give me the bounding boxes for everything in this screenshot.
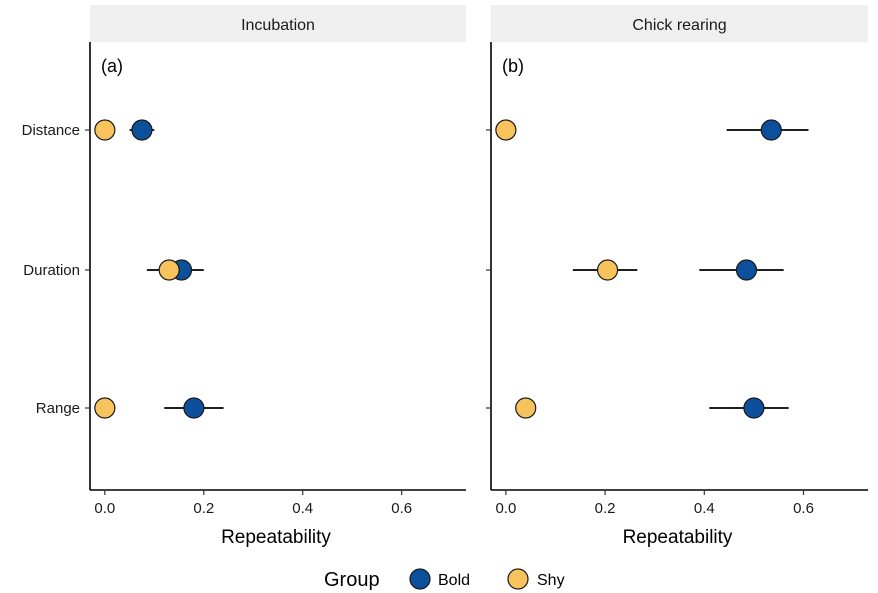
y-tick-label: Duration	[23, 262, 80, 279]
point-bold	[743, 397, 765, 419]
legend-label-bold: Bold	[438, 572, 470, 589]
legend-title: Group	[324, 569, 380, 591]
point-shy	[596, 259, 619, 281]
legend: Group Bold Shy	[324, 568, 565, 591]
point-bold	[760, 119, 782, 141]
x-tick-label: 0.4	[694, 500, 715, 517]
facet-strip-label: Chick rearing	[632, 17, 726, 34]
point-shy	[495, 119, 517, 141]
point-shy	[94, 397, 116, 419]
facet-strip	[90, 5, 466, 42]
facet-strip	[491, 5, 868, 42]
point-shy	[515, 397, 537, 419]
x-axis-title: Repeatability	[623, 527, 733, 548]
y-tick-label: Distance	[22, 122, 80, 139]
x-tick-label: 0.6	[793, 500, 814, 517]
facet-panels: Incubation (a) Distance Duration Range 0.0 0.2…	[22, 5, 868, 548]
point-bold	[735, 259, 758, 281]
legend-label-shy: Shy	[537, 572, 565, 589]
x-tick-label: 0.6	[391, 500, 412, 517]
legend-key-shy	[507, 568, 529, 590]
x-axis-title: Repeatability	[221, 527, 331, 548]
x-tick-label: 0.2	[193, 500, 214, 517]
y-tick-label: Range	[36, 400, 80, 417]
point-bold	[183, 397, 205, 419]
point-bold	[131, 119, 153, 141]
x-tick-label: 0.2	[595, 500, 616, 517]
legend-key-bold	[409, 568, 431, 590]
panel-2: Chick rearing (b) 0.0 0.2 0.4 0.6 Repeatabilit…	[486, 5, 868, 548]
x-tick-label: 0.0	[94, 500, 115, 517]
point-shy	[94, 119, 116, 141]
x-tick-label: 0.4	[292, 500, 313, 517]
panel-tag: (a)	[101, 56, 123, 76]
panel-tag: (b)	[502, 56, 524, 76]
panel-1: Incubation (a) Distance Duration Range 0.0 0.2…	[22, 5, 466, 548]
point-shy	[158, 259, 180, 281]
x-tick-label: 0.0	[495, 500, 516, 517]
facet-strip-label: Incubation	[241, 17, 315, 34]
